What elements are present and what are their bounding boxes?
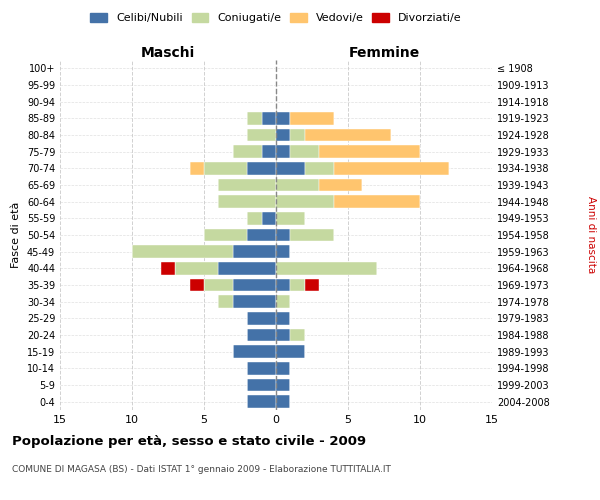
Bar — [290, 112, 334, 124]
Bar — [305, 128, 391, 141]
Legend: Celibi/Nubili, Coniugati/e, Vedovi/e, Divorziati/e: Celibi/Nubili, Coniugati/e, Vedovi/e, Di… — [86, 8, 466, 28]
Bar — [247, 128, 276, 141]
Bar — [233, 146, 262, 158]
Text: Maschi: Maschi — [141, 46, 195, 60]
Text: Popolazione per età, sesso e stato civile - 2009: Popolazione per età, sesso e stato civil… — [12, 435, 366, 448]
Bar — [161, 262, 175, 274]
Bar — [276, 179, 319, 191]
Bar — [276, 362, 290, 374]
Bar — [276, 128, 290, 141]
Bar — [218, 262, 276, 274]
Bar — [276, 346, 305, 358]
Bar — [276, 212, 305, 224]
Bar — [276, 229, 290, 241]
Bar — [218, 179, 276, 191]
Text: Anni di nascita: Anni di nascita — [586, 196, 596, 274]
Bar — [290, 329, 305, 341]
Bar — [276, 312, 290, 324]
Bar — [247, 112, 262, 124]
Bar — [276, 112, 290, 124]
Bar — [175, 262, 218, 274]
Bar — [247, 362, 276, 374]
Bar — [290, 146, 319, 158]
Bar — [233, 246, 276, 258]
Bar — [233, 346, 276, 358]
Bar — [276, 279, 290, 291]
Bar — [233, 296, 276, 308]
Bar — [334, 196, 420, 208]
Bar — [247, 229, 276, 241]
Bar — [276, 396, 290, 408]
Y-axis label: Fasce di età: Fasce di età — [11, 202, 21, 268]
Bar — [262, 146, 276, 158]
Bar — [290, 229, 334, 241]
Bar — [334, 162, 449, 174]
Bar — [218, 196, 276, 208]
Bar — [276, 262, 377, 274]
Bar — [247, 162, 276, 174]
Text: COMUNE DI MAGASA (BS) - Dati ISTAT 1° gennaio 2009 - Elaborazione TUTTITALIA.IT: COMUNE DI MAGASA (BS) - Dati ISTAT 1° ge… — [12, 465, 391, 474]
Bar — [247, 329, 276, 341]
Bar — [233, 279, 276, 291]
Bar — [319, 146, 420, 158]
Bar — [276, 162, 305, 174]
Bar — [247, 379, 276, 391]
Bar — [276, 246, 290, 258]
Bar — [190, 279, 204, 291]
Bar — [305, 162, 334, 174]
Bar — [247, 212, 262, 224]
Bar — [319, 179, 362, 191]
Bar — [276, 329, 290, 341]
Bar — [276, 296, 290, 308]
Text: Femmine: Femmine — [349, 46, 419, 60]
Bar — [132, 246, 233, 258]
Bar — [262, 112, 276, 124]
Bar — [204, 162, 247, 174]
Bar — [190, 162, 204, 174]
Bar — [276, 379, 290, 391]
Bar — [218, 296, 233, 308]
Bar — [247, 312, 276, 324]
Bar — [290, 279, 305, 291]
Bar — [247, 396, 276, 408]
Bar — [276, 146, 290, 158]
Bar — [290, 128, 305, 141]
Bar — [262, 212, 276, 224]
Bar — [276, 196, 334, 208]
Bar — [204, 279, 233, 291]
Bar — [204, 229, 247, 241]
Bar — [305, 279, 319, 291]
